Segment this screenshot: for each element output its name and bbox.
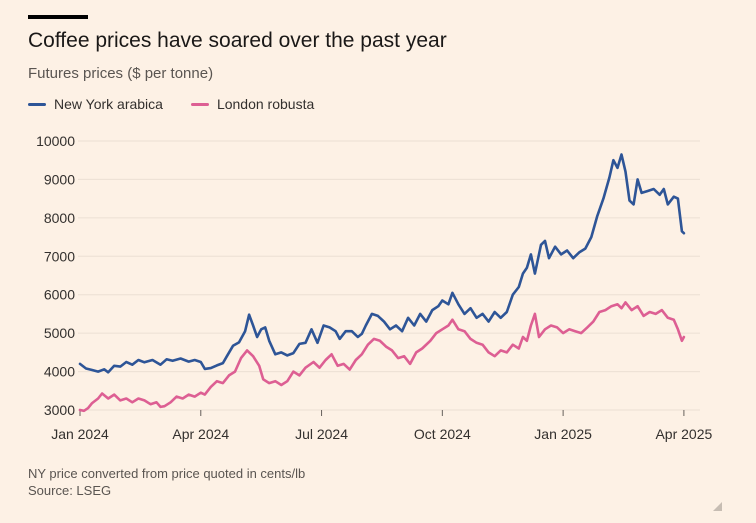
legend-swatch-arabica: [28, 102, 46, 106]
y-tick-label: 6000: [44, 287, 75, 303]
y-tick-label: 9000: [44, 171, 75, 187]
y-tick-label: 7000: [44, 248, 75, 264]
y-tick-label: 8000: [44, 210, 75, 226]
footer: NY price converted from price quoted in …: [28, 465, 305, 499]
legend-label-arabica: New York arabica: [54, 96, 163, 112]
grid-lines: [78, 140, 700, 411]
y-tick-label: 4000: [44, 364, 75, 380]
legend: New York arabica London robusta: [28, 96, 342, 112]
top-rule: [28, 15, 88, 19]
source-note: Source: LSEG: [28, 483, 112, 498]
corner-logo-icon: [713, 502, 722, 511]
legend-item-robusta: London robusta: [190, 96, 315, 112]
chart-subtitle: Futures prices ($ per tonne): [28, 65, 214, 82]
legend-item-arabica: New York arabica: [28, 96, 163, 112]
x-tick-label: Jan 2025: [534, 426, 592, 442]
x-axis-ticks: Jan 2024 Apr 2024 Jul 2024 Oct 2024 Jan 2025…: [51, 410, 713, 442]
footnote: NY price converted from price quoted in …: [28, 466, 306, 481]
chart-title: Coffee prices have soared over the past …: [28, 29, 447, 52]
x-tick-label: Apr 2025: [655, 426, 712, 442]
y-tick-label: 10000: [36, 133, 75, 149]
x-tick-label: Jul 2024: [295, 426, 348, 442]
series-line-new-york-arabica: [78, 153, 686, 374]
x-tick-label: Jan 2024: [51, 426, 109, 442]
legend-label-robusta: London robusta: [216, 96, 315, 112]
x-tick-label: Apr 2024: [172, 426, 229, 442]
x-tick-label: Oct 2024: [414, 426, 471, 442]
legend-swatch-robusta: [190, 102, 209, 106]
y-axis-ticks: 3000 4000 5000 6000 7000 8000 9000 10000: [36, 133, 75, 418]
y-tick-label: 3000: [44, 402, 75, 418]
series-lines: [78, 153, 686, 413]
series-line-london-robusta: [78, 301, 686, 413]
y-tick-label: 5000: [44, 325, 75, 341]
